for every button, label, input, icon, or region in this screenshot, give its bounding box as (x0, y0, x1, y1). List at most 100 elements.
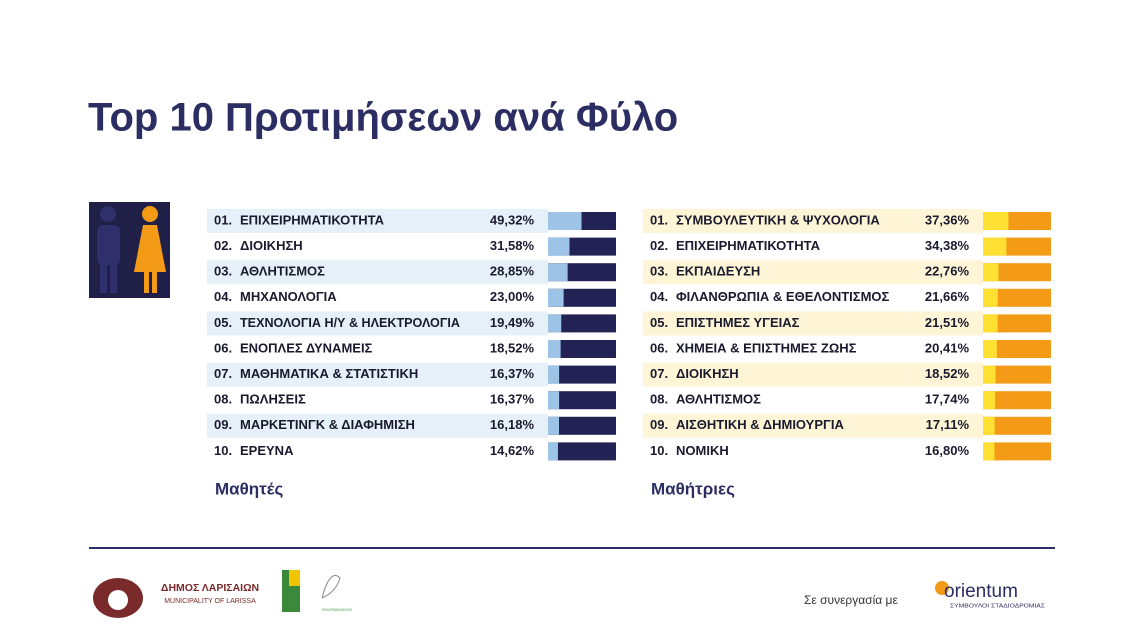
value-label: 37,36% (925, 212, 970, 227)
partner-tagline: ΣΥΜΒΟΥΛΟΙ ΣΤΑΔΙΟΔΡΟΜΙΑΣ (950, 603, 1045, 609)
value-label: 21,66% (925, 289, 970, 304)
bar-track (548, 365, 616, 384)
category-label: ΣΥΜΒΟΥΛΕΥΤΙΚΗ & ΨΥΧΟΛΟΓΙΑ (676, 212, 880, 227)
row-background (643, 209, 983, 233)
partner-text: Σε συνεργασία με (804, 593, 898, 607)
rank: 08. (214, 392, 232, 407)
rank: 09. (650, 417, 668, 432)
value-label: 23,00% (490, 289, 535, 304)
value-label: 34,38% (925, 238, 970, 253)
row-background (643, 311, 983, 336)
value-label: 20,41% (925, 340, 970, 355)
bar (983, 263, 999, 282)
rank: 02. (650, 238, 668, 253)
bar (983, 416, 995, 435)
list-caption: Μαθήτριες (651, 479, 735, 498)
rank: 10. (650, 443, 668, 458)
bar (983, 212, 1009, 230)
bar-track (983, 314, 1051, 333)
rank: 04. (214, 289, 232, 304)
bar-track (983, 416, 1051, 435)
value-label: 21,51% (925, 315, 970, 330)
bar (548, 442, 558, 461)
bar-track (548, 340, 616, 358)
row-background (207, 311, 548, 336)
value-label: 16,80% (925, 443, 970, 458)
bar (548, 391, 560, 410)
rank: 07. (214, 366, 232, 381)
bar (983, 340, 997, 358)
category-label: ΑΙΣΘΗΤΙΚΗ & ΔΗΜΙΟΥΡΓΙΑ (676, 417, 844, 432)
value-label: 16,37% (490, 366, 535, 381)
bar (983, 442, 995, 461)
municipality-logo: ΔΗΜΟΣ ΛΑΡΙΣΑΙΩΝ MUNICIPALITY OF LARISSA (93, 578, 259, 618)
bar-track (983, 263, 1051, 282)
bar (548, 416, 560, 435)
bar-track (983, 288, 1051, 307)
municipality-name: ΔΗΜΟΣ ΛΑΡΙΣΑΙΩΝ (161, 582, 259, 594)
rank: 02. (214, 238, 232, 253)
value-label: 49,32% (490, 212, 535, 227)
rank: 07. (650, 366, 668, 381)
bar-track (983, 391, 1051, 410)
rank: 01. (214, 212, 232, 227)
bar (548, 314, 562, 333)
category-label: ΑΘΛΗΤΙΣΜΟΣ (676, 392, 761, 407)
row-background (207, 362, 548, 387)
row-background (643, 413, 983, 438)
category-label: ΕΝΟΠΛΕΣ ΔΥΝΑΜΕΙΣ (240, 340, 373, 355)
value-label: 18,52% (925, 366, 970, 381)
rank: 09. (214, 417, 232, 432)
bar (548, 263, 568, 282)
bar-track (548, 442, 616, 461)
rank: 08. (650, 392, 668, 407)
category-label: ΔΙΟΙΚΗΣΗ (676, 366, 739, 381)
partner-logo: orientum ΣΥΜΒΟΥΛΟΙ ΣΤΑΔΙΟΔΡΟΜΙΑΣ (935, 581, 1045, 609)
category-label: ΕΠΙΧΕΙΡΗΜΑΤΙΚΟΤΗΤΑ (676, 238, 821, 253)
category-label: ΕΠΙΧΕΙΡΗΜΑΤΙΚΟΤΗΤΑ (240, 212, 385, 227)
directorate-logo: ΔΙΕΥΘΥΝΣΗ ΔΕΥΤΕΡΟΒΑΘΜΙΑΣ ΕΚΠΑΙΔΕΥΣΗΣ ΛΑΡ… (282, 570, 352, 612)
rank: 01. (650, 212, 668, 227)
bar (548, 237, 570, 256)
bar-track (548, 288, 616, 307)
category-label: ΑΘΛΗΤΙΣΜΟΣ (240, 264, 325, 279)
value-label: 22,76% (925, 264, 970, 279)
row-background (643, 260, 983, 285)
slide-title: Top 10 Προτιμήσεων ανά Φύλο (88, 96, 678, 140)
bar-track (983, 340, 1051, 358)
bar (983, 391, 996, 410)
directorate-name: ΔΙΕΥΘΥΝΣΗ ΔΕΥΤΕΡΟΒΑΘΜΙΑΣ ΕΚΠΑΙΔΕΥΣΗΣ ΛΑΡ… (322, 607, 352, 612)
value-label: 16,37% (490, 392, 535, 407)
value-label: 17,11% (926, 417, 970, 432)
rank: 03. (650, 264, 668, 279)
value-label: 17,74% (925, 392, 970, 407)
category-label: ΜΑΡΚΕΤΙΝΓΚ & ΔΙΑΦΗΜΙΣΗ (240, 417, 415, 432)
list-caption: Μαθητές (215, 479, 283, 498)
category-label: ΧΗΜΕΙΑ & ΕΠΙΣΤΗΜΕΣ ΖΩΗΣ (676, 340, 857, 355)
rank: 04. (650, 289, 668, 304)
bar (548, 340, 561, 358)
bar (983, 314, 998, 333)
bar-track (983, 442, 1051, 461)
row-background (643, 362, 983, 387)
value-label: 18,52% (490, 340, 535, 355)
category-label: ΕΠΙΣΤΗΜΕΣ ΥΓΕΙΑΣ (676, 315, 800, 330)
category-label: ΜΗΧΑΝΟΛΟΓΙΑ (240, 289, 337, 304)
rank: 05. (650, 315, 668, 330)
municipality-name-en: MUNICIPALITY OF LARISSA (164, 598, 256, 605)
row-background (207, 413, 548, 438)
bar (548, 288, 564, 307)
rank: 03. (214, 264, 232, 279)
bar-track (548, 416, 616, 435)
category-label: ΕΡΕΥΝΑ (240, 443, 294, 458)
rank: 05. (214, 315, 232, 330)
category-label: ΤΕΧΝΟΛΟΓΙΑ Η/Υ & ΗΛΕΚΤΡΟΛΟΓΙΑ (240, 315, 461, 330)
bar (983, 237, 1007, 256)
value-label: 28,85% (490, 264, 535, 279)
category-label: ΔΙΟΙΚΗΣΗ (240, 238, 303, 253)
bar (983, 365, 996, 384)
category-label: ΜΑΘΗΜΑΤΙΚΑ & ΣΤΑΤΙΣΤΙΚΗ (240, 366, 418, 381)
bar-track (548, 314, 616, 333)
rank: 06. (650, 340, 668, 355)
